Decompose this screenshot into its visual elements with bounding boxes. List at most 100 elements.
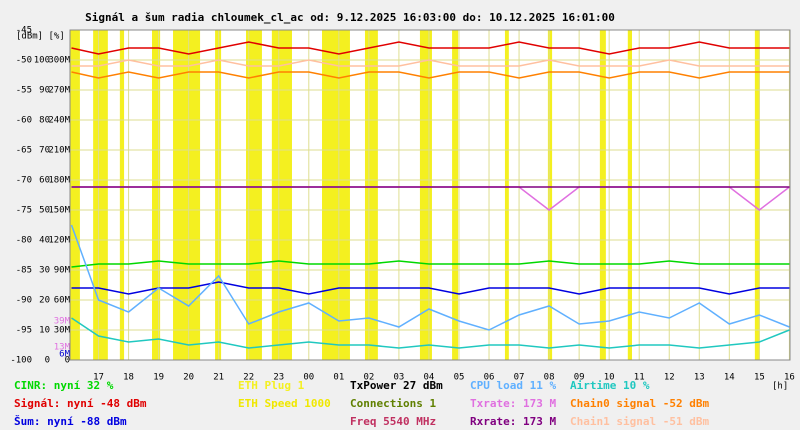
y-tick-label: -60 <box>16 116 32 126</box>
series-line <box>71 317 790 349</box>
y-tick-label: -65 <box>16 146 32 156</box>
x-tick-label: 18 <box>123 373 134 383</box>
x-tick-label: 23 <box>273 373 284 383</box>
eth-band <box>754 30 760 360</box>
y-tick-label: -45 <box>16 26 32 36</box>
y2-tick-label: 30 <box>39 266 50 276</box>
eth-band <box>93 30 108 360</box>
y-units: [dBm] [%] <box>16 32 65 42</box>
y3-note: 39M <box>54 317 71 327</box>
x-tick-label: 06 <box>484 373 495 383</box>
x-tick-label: 15 <box>754 373 765 383</box>
x-tick-label: 21 <box>213 373 224 383</box>
eth-band <box>627 30 633 360</box>
x-tick-label: 13 <box>694 373 705 383</box>
x-tick-label: 01 <box>333 373 344 383</box>
y3-note: 13M <box>54 343 71 353</box>
y2-tick-label: 50 <box>39 206 50 216</box>
y-tick-label: -55 <box>16 86 32 96</box>
eth-band <box>246 30 262 360</box>
x-tick-label: 14 <box>724 373 735 383</box>
legend-entry: Connections 1 <box>350 397 436 410</box>
y-tick-label: -50 <box>16 56 32 66</box>
x-tick-label: 22 <box>243 373 254 383</box>
series-line <box>71 59 790 67</box>
x-tick-label: 17 <box>93 373 104 383</box>
y2-tick-label: 40 <box>39 236 50 246</box>
x-tick-label: 09 <box>574 373 585 383</box>
eth-band <box>452 30 459 360</box>
y3-tick-label: 90M <box>54 266 71 276</box>
y-tick-label: -90 <box>16 296 32 306</box>
y3-tick-label: 0 <box>65 356 70 366</box>
x-tick-label: 12 <box>664 373 675 383</box>
x-tick-label: 00 <box>303 373 314 383</box>
legend-entry: Šum: nyní -88 dBm <box>14 415 127 428</box>
eth-band <box>547 30 553 360</box>
x-tick-label: 16 <box>784 373 795 383</box>
y3-tick-label: 240M <box>48 116 70 126</box>
series-line <box>71 41 790 55</box>
x-tick-label: 02 <box>363 373 374 383</box>
legend-entry: Chain0 signal -52 dBm <box>570 397 709 410</box>
legend-entry: Rxrate: 173 M <box>470 415 556 428</box>
legend-entry: ETH Speed 1000 <box>238 397 331 410</box>
y2-tick-label: 60 <box>39 176 50 186</box>
legend-entry: Txrate: 173 M <box>470 397 556 410</box>
series-line <box>71 71 790 79</box>
eth-band <box>271 30 292 360</box>
legend-entry: ETH Plug 1 <box>238 379 305 392</box>
y-tick-label: -80 <box>16 236 32 246</box>
x-tick-label: 19 <box>153 373 164 383</box>
eth-band <box>152 30 161 360</box>
x-tick-label: 20 <box>183 373 194 383</box>
x-tick-label: 11 <box>634 373 645 383</box>
x-tick-label: 08 <box>544 373 555 383</box>
y3-note: 6M <box>59 350 70 360</box>
legend-entry: Freq 5540 MHz <box>350 415 436 428</box>
y2-tick-label: 90 <box>39 86 50 96</box>
legend-entry: CPU load 11 % <box>470 379 556 392</box>
y2-tick-label: 70 <box>39 146 50 156</box>
x-tick-label: 04 <box>424 373 435 383</box>
y2-tick-label: 100 <box>34 56 50 66</box>
y-tick-label: -70 <box>16 176 32 186</box>
y3-tick-label: 180M <box>48 176 70 186</box>
x-tick-label: 05 <box>454 373 465 383</box>
eth-band <box>599 30 606 360</box>
eth-band <box>70 30 80 360</box>
y2-tick-label: 80 <box>39 116 50 126</box>
y3-tick-label: 60M <box>54 296 71 306</box>
eth-band <box>504 30 509 360</box>
eth-band <box>173 30 201 360</box>
y3-tick-label: 150M <box>48 206 70 216</box>
legend-entry: CINR: nyní 32 % <box>14 379 114 392</box>
eth-band <box>322 30 350 360</box>
y2-tick-label: 10 <box>39 326 50 336</box>
y-tick-label: -100 <box>10 356 32 366</box>
series-line <box>71 281 790 295</box>
x-tick-label: 10 <box>604 373 615 383</box>
y3-tick-label: 270M <box>48 86 70 96</box>
eth-band <box>364 30 378 360</box>
y3-tick-label: 300M <box>48 56 70 66</box>
y3-tick-label: 120M <box>48 236 70 246</box>
x-tick-label: 03 <box>393 373 404 383</box>
y2-tick-label: 0 <box>45 356 50 366</box>
x-units: [h] <box>772 382 788 392</box>
legend-entry: Signál: nyní -48 dBm <box>14 397 147 410</box>
y3-tick-label: 30M <box>54 326 71 336</box>
x-tick-label: 07 <box>514 373 525 383</box>
y-tick-label: -85 <box>16 266 32 276</box>
y-tick-label: -95 <box>16 326 32 336</box>
eth-band <box>119 30 125 360</box>
y-tick-label: -75 <box>16 206 32 216</box>
legend-entry: Airtime 10 % <box>570 379 650 392</box>
chart-title: Signál a šum radia chloumek_cl_ac od: 9.… <box>85 11 615 24</box>
y3-tick-label: 210M <box>48 146 70 156</box>
eth-band <box>215 30 222 360</box>
y2-tick-label: 20 <box>39 296 50 306</box>
series-line <box>71 260 790 268</box>
plot-border <box>69 29 791 361</box>
